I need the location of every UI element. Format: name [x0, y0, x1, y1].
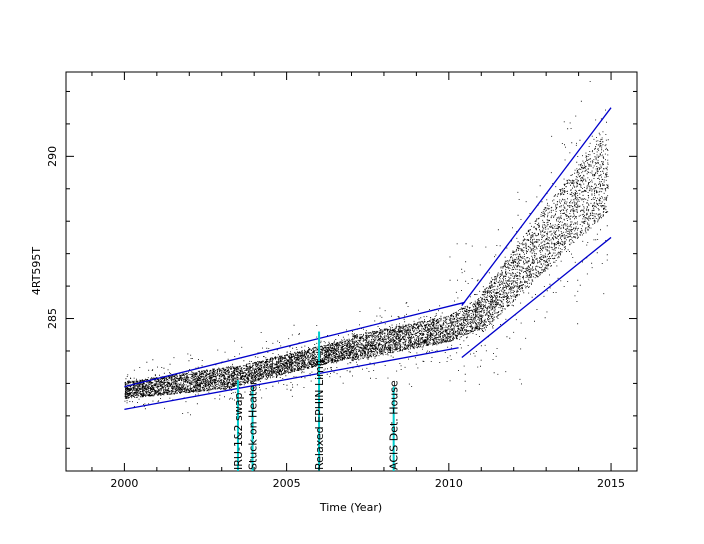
y-axis-label: 4RT595T: [30, 247, 43, 296]
event-label: IRU-1&2 swap: [232, 393, 245, 470]
trend-line: [124, 347, 459, 411]
plot-frame: [65, 71, 638, 472]
x-tick-label: 2010: [435, 477, 463, 490]
event-markers: IRU-1&2 swap Stuck-on Heater Relaxed EPHIN…: [232, 331, 401, 471]
event-label: ACIS Det. House: [388, 380, 401, 470]
x-tick-label: 2000: [110, 477, 138, 490]
y-tick-label: 290: [46, 146, 59, 167]
x-tick-label: 2005: [273, 477, 301, 490]
trend-lines: [124, 107, 612, 411]
scatter-points: [124, 81, 609, 416]
trend-line: [461, 107, 612, 306]
x-axis-label: Time (Year): [319, 501, 382, 514]
data-points: [124, 81, 609, 416]
y-tick-label: 285: [46, 308, 59, 329]
trend-line: [461, 236, 612, 358]
trend-line: [124, 301, 466, 388]
axes: 2000 2005 2010 2015 285 290: [46, 72, 637, 490]
event-label: Relaxed EPHIN Limit: [313, 358, 326, 470]
event-label: Stuck-on Heater: [247, 380, 260, 470]
x-tick-label: 2015: [597, 477, 625, 490]
